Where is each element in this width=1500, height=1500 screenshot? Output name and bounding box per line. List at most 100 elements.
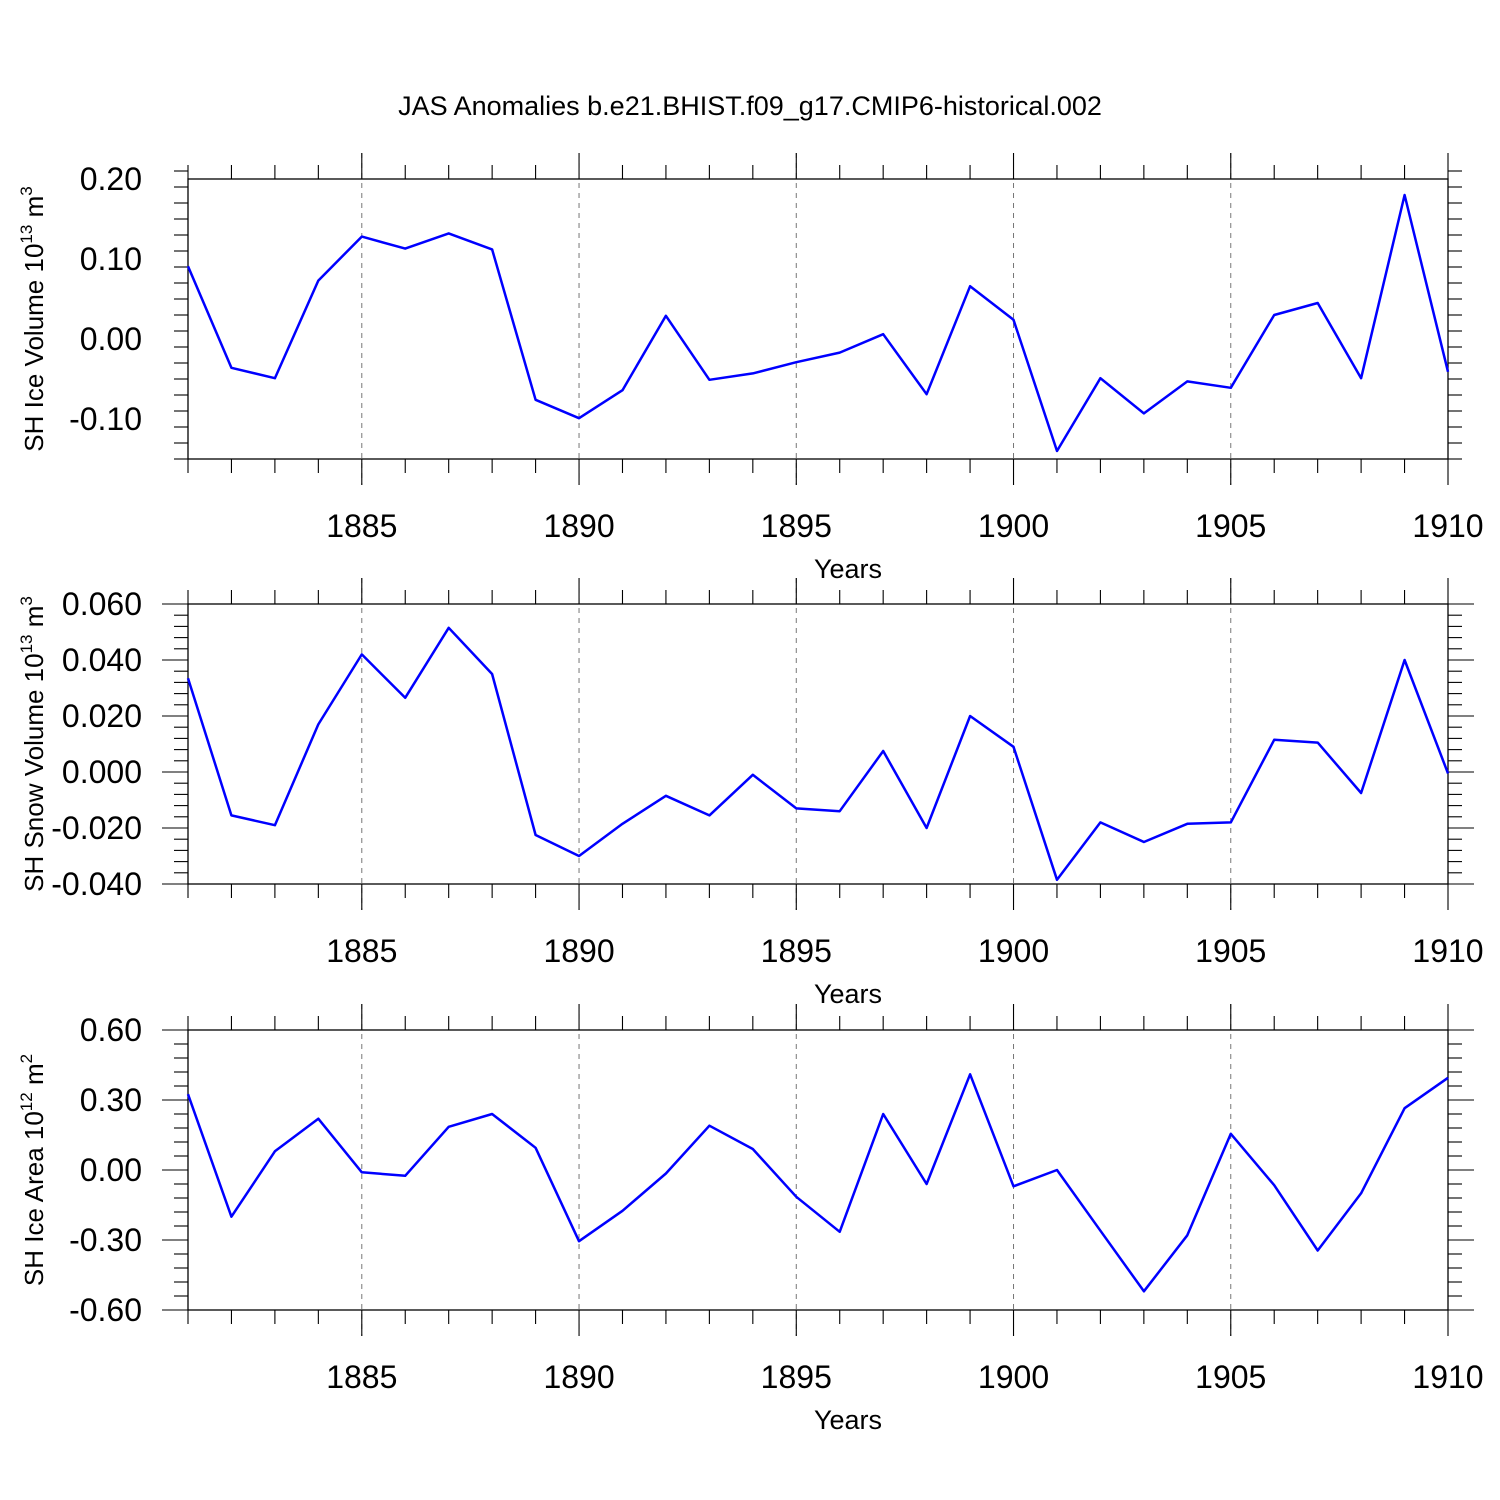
plot-frame bbox=[187, 1029, 1449, 1311]
data-point bbox=[795, 1196, 797, 1198]
data-point bbox=[925, 393, 927, 395]
x-tick-label: 1885 bbox=[326, 933, 397, 969]
y-tick-label: 0.000 bbox=[62, 754, 142, 790]
data-point bbox=[925, 1183, 927, 1185]
data-point bbox=[187, 265, 189, 267]
data-point bbox=[969, 285, 971, 287]
x-tick-label: 1905 bbox=[1195, 1359, 1266, 1395]
data-point bbox=[839, 1231, 841, 1233]
y-tick-label: 0.060 bbox=[62, 586, 142, 622]
data-point bbox=[1056, 879, 1058, 881]
data-point bbox=[1230, 1133, 1232, 1135]
data-point bbox=[882, 333, 884, 335]
data-point bbox=[1447, 1077, 1449, 1079]
data-point bbox=[317, 279, 319, 281]
x-tick-label: 1910 bbox=[1412, 1359, 1483, 1395]
data-point bbox=[187, 1093, 189, 1095]
data-point bbox=[1056, 1169, 1058, 1171]
data-point bbox=[1360, 1192, 1362, 1194]
y-tick-label: 0.00 bbox=[80, 1152, 142, 1188]
x-axis-title: Years bbox=[814, 1405, 882, 1435]
data-point bbox=[1360, 377, 1362, 379]
series-line bbox=[186, 1073, 1449, 1293]
x-axis-title: Years bbox=[814, 554, 882, 584]
x-tick-label: 1895 bbox=[761, 933, 832, 969]
data-point bbox=[361, 653, 363, 655]
x-tick-label: 1895 bbox=[761, 1359, 832, 1395]
data-point bbox=[752, 372, 754, 374]
data-point bbox=[1447, 371, 1449, 373]
data-point bbox=[1099, 377, 1101, 379]
data-point bbox=[230, 1215, 232, 1217]
data-point bbox=[274, 1150, 276, 1152]
data-point bbox=[621, 1210, 623, 1212]
data-point bbox=[882, 1113, 884, 1115]
data-point bbox=[1099, 1229, 1101, 1231]
data-point bbox=[1012, 746, 1014, 748]
data-point bbox=[404, 247, 406, 249]
data-point bbox=[752, 774, 754, 776]
x-tick-label: 1905 bbox=[1195, 933, 1266, 969]
data-point bbox=[230, 367, 232, 369]
data-point bbox=[839, 351, 841, 353]
data-point bbox=[665, 315, 667, 317]
data-point bbox=[578, 855, 580, 857]
y-tick-label: 0.20 bbox=[80, 161, 142, 197]
x-tick-label: 1910 bbox=[1412, 508, 1483, 544]
x-tick-label: 1885 bbox=[326, 1359, 397, 1395]
y-tick-label: 0.60 bbox=[80, 1012, 142, 1048]
data-point bbox=[361, 1171, 363, 1173]
data-point bbox=[317, 723, 319, 725]
data-point bbox=[491, 1113, 493, 1115]
data-point bbox=[274, 824, 276, 826]
data-point bbox=[1143, 412, 1145, 414]
x-tick-label: 1910 bbox=[1412, 933, 1483, 969]
y-tick-label: -0.60 bbox=[69, 1292, 142, 1328]
x-tick-label: 1895 bbox=[761, 508, 832, 544]
data-point bbox=[969, 715, 971, 717]
data-point bbox=[1186, 1234, 1188, 1236]
data-point bbox=[1316, 741, 1318, 743]
y-axis-title: SH Snow Volume 1013 m3 bbox=[17, 596, 49, 892]
y-tick-label: 0.10 bbox=[80, 241, 142, 277]
plot-frame bbox=[187, 178, 1449, 460]
y-axis-title: SH Ice Volume 1013 m3 bbox=[17, 186, 49, 451]
data-point bbox=[708, 814, 710, 816]
y-tick-label: 0.020 bbox=[62, 698, 142, 734]
series-line bbox=[186, 193, 1450, 453]
x-tick-label: 1890 bbox=[543, 1359, 614, 1395]
y-tick-label: -0.10 bbox=[69, 401, 142, 437]
x-axis-title: Years bbox=[814, 979, 882, 1009]
x-tick-label: 1890 bbox=[543, 933, 614, 969]
chart-panel-1: -0.10 0.00 0.10 0.20 1885 1890 1895 1900 1905 191… bbox=[17, 153, 1484, 584]
x-tick-label: 1900 bbox=[978, 508, 1049, 544]
y-tick-label: 0.00 bbox=[80, 321, 142, 357]
data-point bbox=[1012, 319, 1014, 321]
y-axis-title: SH Ice Area 1012 m2 bbox=[17, 1054, 49, 1286]
data-point bbox=[1447, 772, 1449, 774]
plot-frame bbox=[187, 603, 1449, 885]
data-point bbox=[1273, 1184, 1275, 1186]
data-point bbox=[447, 627, 449, 629]
data-point bbox=[752, 1148, 754, 1150]
data-point bbox=[534, 399, 536, 401]
data-point bbox=[925, 827, 927, 829]
data-point bbox=[1056, 450, 1058, 452]
y-tick-label: 0.040 bbox=[62, 642, 142, 678]
data-point bbox=[1360, 792, 1362, 794]
x-tick-label: 1890 bbox=[543, 508, 614, 544]
data-point bbox=[1316, 1249, 1318, 1251]
y-tick-label: -0.020 bbox=[51, 810, 142, 846]
data-point bbox=[230, 814, 232, 816]
data-point bbox=[1230, 387, 1232, 389]
chart-panel-2: -0.040 -0.020 0.000 0.020 0.040 0.060 1885 1890… bbox=[17, 578, 1484, 1009]
data-point bbox=[795, 361, 797, 363]
data-point bbox=[665, 795, 667, 797]
series-line bbox=[186, 626, 1450, 882]
data-point bbox=[447, 1126, 449, 1128]
data-point bbox=[447, 232, 449, 234]
data-point bbox=[491, 673, 493, 675]
data-point bbox=[969, 1073, 971, 1075]
y-tick-label: -0.040 bbox=[51, 866, 142, 902]
chart-title: JAS Anomalies b.e21.BHIST.f09_g17.CMIP6-… bbox=[398, 91, 1102, 121]
